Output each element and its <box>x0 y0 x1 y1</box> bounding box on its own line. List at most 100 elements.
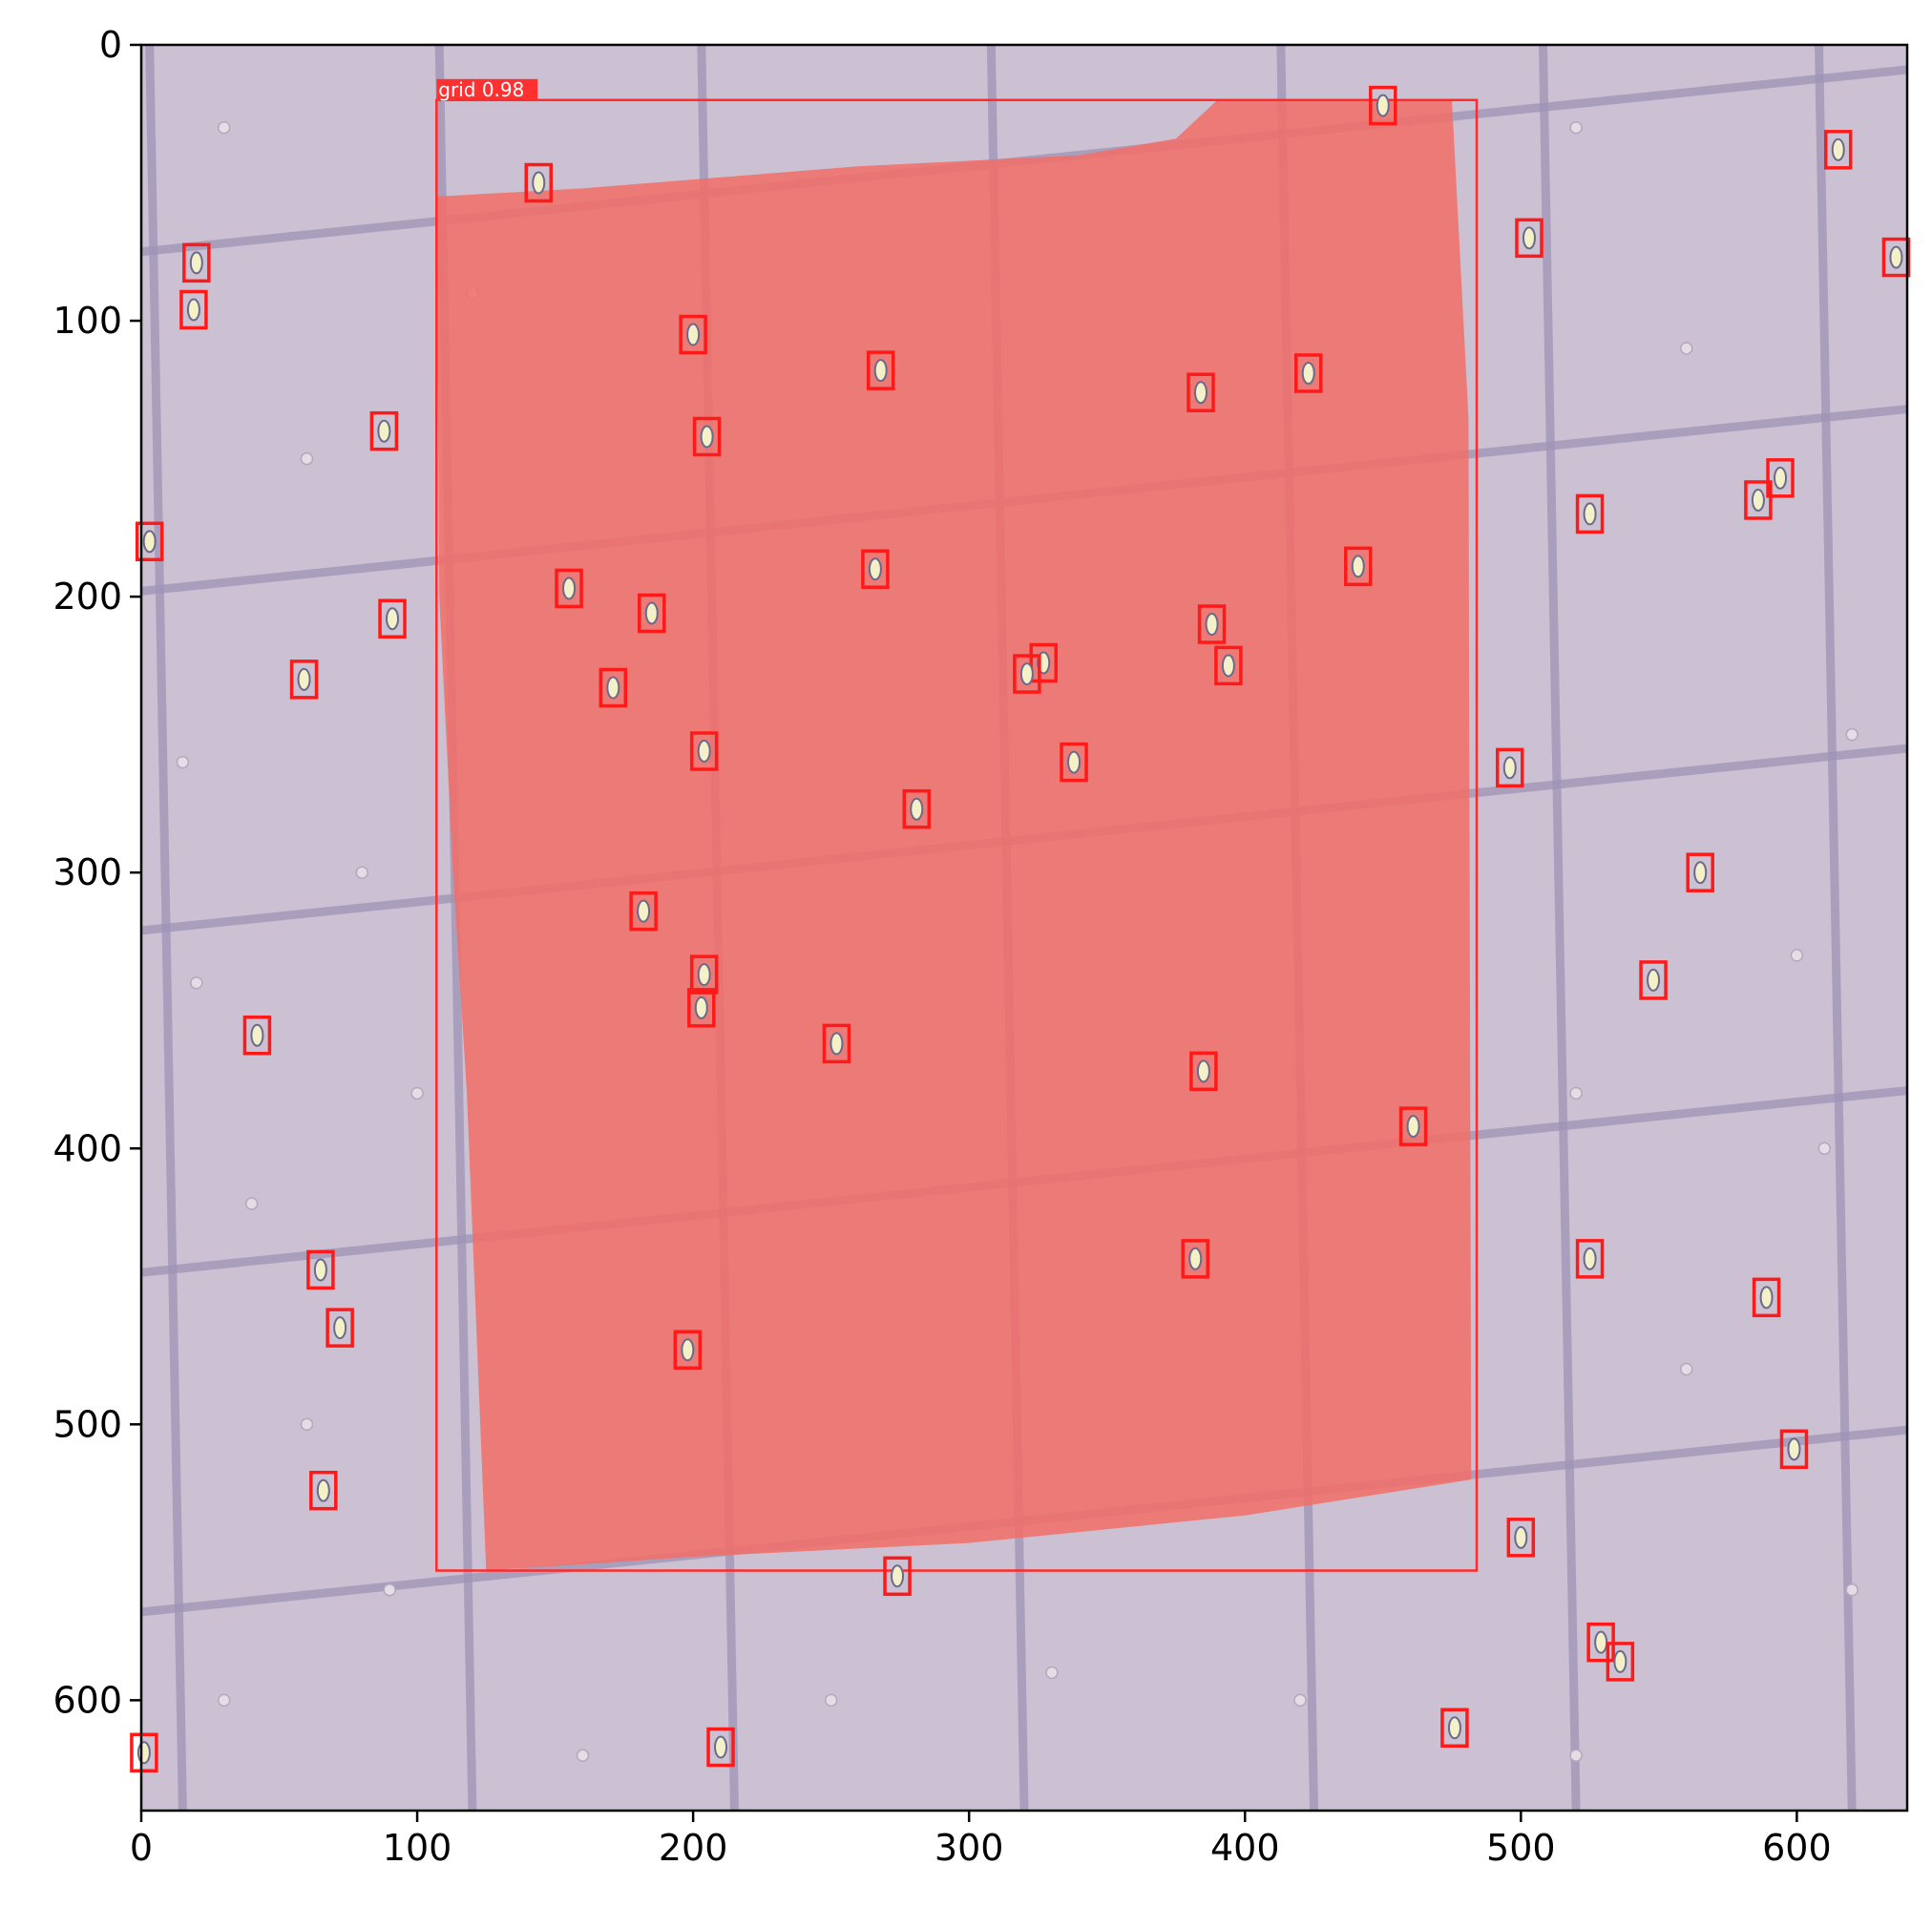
cell-glyph <box>1351 555 1365 578</box>
y-tick-label: 500 <box>52 1403 122 1445</box>
grid-line-vertical <box>1815 45 1857 1811</box>
detection-box <box>1779 1429 1809 1470</box>
cell-glyph <box>386 607 400 631</box>
cell-glyph <box>1583 502 1597 526</box>
cell-glyph <box>644 601 659 625</box>
cell-glyph <box>562 576 577 600</box>
cell-glyph <box>868 557 882 581</box>
cell-glyph <box>1522 226 1536 250</box>
cell-glyph <box>606 676 620 700</box>
detection-box <box>369 410 399 451</box>
grid-label: grid 0.98 <box>438 78 524 101</box>
detection-box <box>866 350 895 390</box>
detection-box <box>679 314 707 355</box>
debris-dot <box>1569 120 1583 135</box>
cell-glyph <box>697 963 711 987</box>
detection-box <box>689 954 719 995</box>
cell-glyph <box>1196 1059 1210 1083</box>
detection-box <box>692 416 722 457</box>
cell-glyph <box>186 298 200 322</box>
detection-box <box>673 1330 703 1371</box>
debris-dot <box>300 1417 314 1432</box>
detection-box <box>1060 742 1088 783</box>
detection-box <box>1744 480 1773 520</box>
x-tick-label: 300 <box>934 1827 1004 1869</box>
cell-glyph <box>1594 1630 1608 1654</box>
detection-box <box>706 1727 735 1768</box>
detection-box <box>1186 372 1215 412</box>
debris-dot <box>1845 727 1858 742</box>
debris-dot <box>244 1197 259 1210</box>
debris-dot <box>410 1086 424 1100</box>
detection-box <box>883 1556 912 1597</box>
debris-dot <box>1569 1749 1583 1762</box>
cell-glyph <box>873 359 888 383</box>
detection-box <box>378 598 407 639</box>
cell-glyph <box>1889 245 1903 269</box>
y-axis-ticks: 0 100 200 300 400 500 600 <box>52 24 141 1721</box>
cell-glyph <box>1647 968 1661 992</box>
cell-glyph <box>297 667 311 691</box>
debris-dot <box>190 976 203 990</box>
debris-dot <box>1845 1583 1858 1597</box>
detection-box <box>1013 654 1041 694</box>
detection-box <box>629 891 658 932</box>
cell-glyph <box>1514 1525 1528 1549</box>
detection-box <box>1369 85 1397 126</box>
detection-box <box>689 731 719 771</box>
detection-box <box>1752 1277 1781 1318</box>
debris-dot <box>1293 1693 1307 1708</box>
cell-glyph <box>1194 381 1208 405</box>
cell-glyph <box>1613 1649 1628 1673</box>
cell-glyph <box>313 1258 327 1282</box>
cell-glyph <box>1759 1286 1774 1310</box>
cell-glyph <box>1751 488 1765 512</box>
cell-glyph <box>686 323 701 346</box>
detection-box <box>182 242 211 283</box>
detection-box <box>1214 645 1243 686</box>
cell-glyph <box>1774 466 1788 490</box>
y-tick-label: 300 <box>52 851 122 893</box>
cell-glyph <box>377 419 391 443</box>
detection-box <box>638 593 666 634</box>
detection-box <box>242 1015 272 1056</box>
debris-dot <box>1569 1086 1583 1100</box>
cell-glyph <box>333 1316 347 1340</box>
cell-glyph <box>1787 1437 1801 1461</box>
detection-box <box>1181 1239 1209 1279</box>
x-axis-ticks: 0 100 200 300 400 500 600 <box>130 1811 1832 1869</box>
y-tick-label: 600 <box>52 1679 122 1721</box>
cell-glyph <box>1188 1247 1203 1270</box>
detection-box <box>1293 353 1323 393</box>
x-tick-label: 500 <box>1486 1827 1556 1869</box>
detection-box <box>326 1308 354 1348</box>
debris-dot <box>1790 949 1804 962</box>
cell-glyph <box>1221 654 1235 678</box>
cell-glyph <box>830 1032 844 1056</box>
detection-box <box>524 162 553 203</box>
detection-box <box>1029 642 1058 683</box>
x-tick-label: 400 <box>1210 1827 1280 1869</box>
cell-glyph <box>250 1023 264 1047</box>
debris-dot <box>1680 342 1693 355</box>
debris-dot <box>1045 1666 1059 1680</box>
detection-box <box>1398 1106 1428 1146</box>
cell-glyph <box>1406 1115 1420 1139</box>
detection-box <box>1606 1642 1635 1682</box>
cell-glyph <box>1447 1716 1461 1740</box>
detection-box <box>555 568 583 609</box>
detection-box <box>1575 1239 1605 1279</box>
debris-dot <box>1680 1362 1693 1376</box>
detection-box <box>306 1249 335 1290</box>
grid-segmentation-mask <box>436 99 1472 1571</box>
axes-frame <box>139 43 1909 1813</box>
cell-glyph <box>532 171 546 195</box>
detection-box <box>1197 604 1227 644</box>
cell-glyph <box>1693 861 1708 885</box>
cell-glyph <box>1301 361 1315 385</box>
cell-glyph <box>1019 662 1034 686</box>
detection-box <box>1506 1518 1536 1558</box>
y-tick-label: 200 <box>52 576 122 618</box>
y-tick-label: 0 <box>99 24 122 66</box>
